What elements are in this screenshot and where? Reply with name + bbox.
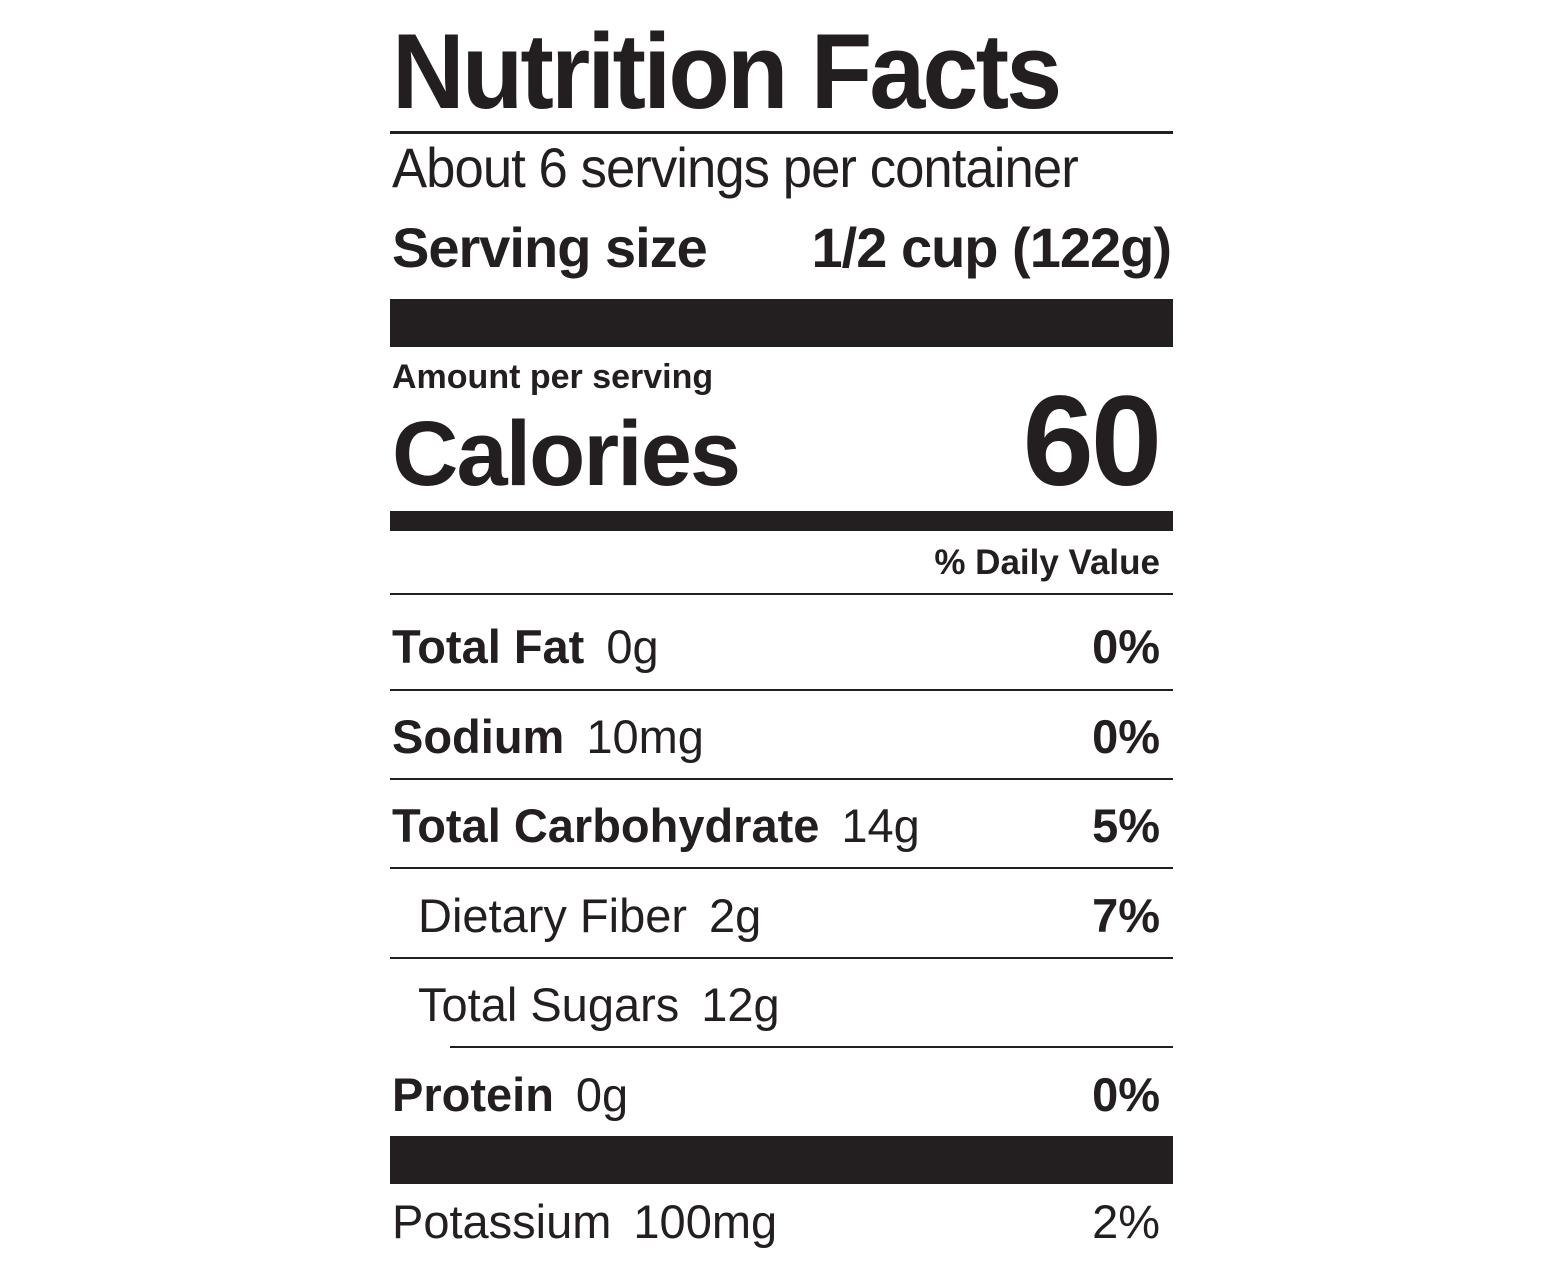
nutrient-row-total-carbohydrate: Total Carbohydrate 14g 5% [390, 802, 1173, 862]
mineral-name: Potassium [392, 1195, 612, 1248]
nutrition-facts-label: Nutrition Facts About 6 servings per con… [390, 0, 1173, 1280]
nutrient-amount: 12g [701, 978, 780, 1031]
divider [450, 1046, 1173, 1048]
nutrient-row-total-sugars: Total Sugars 12g [390, 981, 1173, 1041]
nutrient-name: Protein [392, 1068, 554, 1121]
nutrient-daily-value: 7% [1092, 889, 1160, 942]
medium-divider [390, 511, 1173, 531]
nutrient-name: Total Fat [392, 620, 585, 673]
mineral-daily-value: 2% [1092, 1195, 1160, 1248]
divider [390, 867, 1173, 869]
label-title: Nutrition Facts [392, 11, 1062, 131]
nutrient-row-sodium: Sodium 10mg 0% [390, 713, 1173, 773]
serving-size-row: Serving size 1/2 cup (122g) [392, 216, 1172, 279]
nutrient-daily-value: 0% [1092, 620, 1160, 673]
serving-size-value: 1/2 cup (122g) [811, 216, 1172, 279]
nutrient-amount: 14g [841, 799, 920, 852]
nutrient-row-protein: Protein 0g 0% [390, 1071, 1173, 1131]
amount-per-serving: Amount per serving [392, 358, 714, 396]
nutrient-amount: 10mg [586, 710, 704, 763]
nutrient-amount: 2g [709, 889, 762, 942]
divider [390, 957, 1173, 959]
nutrient-daily-value: 0% [1092, 1068, 1160, 1121]
nutrient-daily-value: 0% [1092, 710, 1160, 763]
nutrient-name: Dietary Fiber [418, 889, 688, 942]
calories-label: Calories [392, 403, 741, 505]
serving-size-label: Serving size [392, 216, 708, 279]
calories-value: 60 [1022, 370, 1162, 513]
divider [390, 131, 1173, 134]
thick-divider [390, 1136, 1173, 1184]
nutrient-amount: 0g [606, 620, 659, 673]
daily-value-header: % Daily Value [934, 543, 1160, 582]
nutrient-name: Total Sugars [418, 978, 680, 1031]
nutrient-row-total-fat: Total Fat 0g 0% [390, 623, 1173, 683]
mineral-row-potassium: Potassium 100mg 2% [390, 1198, 1173, 1258]
divider [390, 593, 1173, 595]
divider [390, 689, 1173, 691]
nutrient-daily-value: 5% [1092, 799, 1160, 852]
mineral-amount: 100mg [633, 1195, 778, 1248]
nutrient-name: Total Carbohydrate [392, 799, 820, 852]
servings-per-container: About 6 servings per container [392, 136, 1079, 199]
divider [390, 778, 1173, 780]
nutrient-name: Sodium [392, 710, 565, 763]
nutrient-amount: 0g [575, 1068, 629, 1121]
nutrient-row-dietary-fiber: Dietary Fiber 2g 7% [390, 892, 1173, 952]
thick-divider [390, 299, 1173, 347]
